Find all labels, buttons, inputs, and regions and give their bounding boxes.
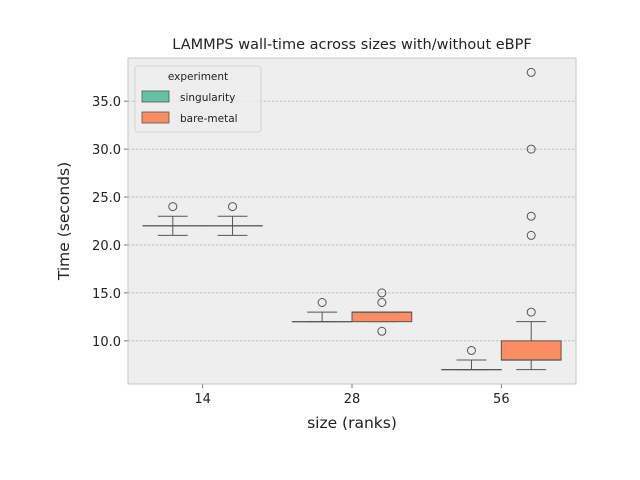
- plot-frame: [127, 57, 577, 385]
- y-tick-label: 10.0: [92, 335, 121, 350]
- y-tick-label: 20.0: [92, 239, 121, 254]
- y-tick-label: 15.0: [92, 287, 121, 302]
- x-tick-label: 56: [493, 392, 510, 407]
- outlier-point: [168, 202, 178, 212]
- box-body: [500, 340, 562, 361]
- legend: experiment singularity bare-metal: [134, 65, 262, 133]
- legend-title: experiment: [168, 71, 228, 83]
- legend-label-singularity: singularity: [180, 92, 235, 104]
- outlier-point: [228, 202, 238, 212]
- legend-swatch-singularity: [141, 90, 170, 103]
- outlier-point: [377, 288, 387, 298]
- outlier-point: [526, 307, 536, 317]
- x-tick-label: 14: [194, 392, 211, 407]
- outlier-point: [317, 298, 327, 307]
- x-axis-label: size (ranks): [307, 414, 397, 432]
- outlier-point: [526, 230, 536, 240]
- x-tick-label: 28: [344, 392, 361, 407]
- outlier-point: [377, 298, 387, 307]
- axes: 10.0 15.0 20.0 25.0 30.0 35.0 14 28 56: [92, 57, 577, 407]
- legend-swatch-bare-metal: [141, 111, 170, 124]
- y-tick-label: 35.0: [92, 95, 121, 110]
- legend-label-bare-metal: bare-metal: [180, 113, 238, 125]
- box-bare-metal-56: [500, 67, 562, 371]
- outlier-point: [466, 345, 476, 355]
- outlier-point: [526, 144, 536, 154]
- chart-title: LAMMPS wall-time across sizes with/witho…: [172, 37, 531, 53]
- grid-lines: [128, 100, 576, 342]
- outlier-point: [526, 67, 536, 77]
- outlier-point: [526, 211, 536, 221]
- box-series: [142, 67, 562, 371]
- box-bare-metal-28: [351, 288, 413, 336]
- box-bare-metal-14: [202, 202, 263, 236]
- box-singularity-56: [441, 345, 502, 371]
- outlier-point: [377, 326, 387, 336]
- y-tick-label: 25.0: [92, 191, 121, 206]
- y-axis-label: Time (seconds): [55, 162, 73, 281]
- y-tick-label: 30.0: [92, 143, 121, 158]
- box-body: [351, 311, 413, 323]
